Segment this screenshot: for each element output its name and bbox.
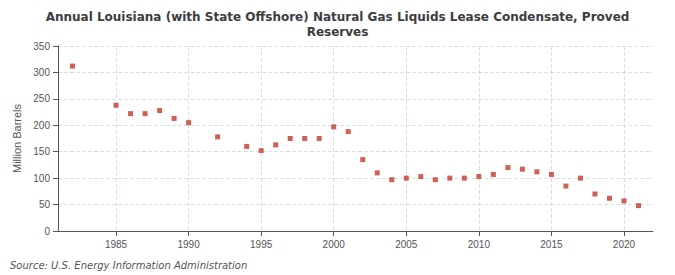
svg-text:2005: 2005 <box>395 239 418 250</box>
svg-text:Reserves: Reserves <box>307 25 369 39</box>
svg-text:100: 100 <box>33 173 50 184</box>
svg-text:1990: 1990 <box>177 239 200 250</box>
svg-text:200: 200 <box>33 120 50 131</box>
svg-text:2015: 2015 <box>540 239 563 250</box>
svg-text:0: 0 <box>44 226 50 237</box>
svg-text:150: 150 <box>33 146 50 157</box>
svg-text:350: 350 <box>33 41 50 52</box>
svg-text:1985: 1985 <box>105 239 128 250</box>
svg-text:Annual Louisiana (with State O: Annual Louisiana (with State Offshore) N… <box>46 10 630 24</box>
svg-text:Source: U.S. Energy Informatio: Source: U.S. Energy Information Administ… <box>10 260 247 271</box>
svg-text:2000: 2000 <box>323 239 346 250</box>
svg-text:50: 50 <box>39 199 51 210</box>
svg-text:2010: 2010 <box>468 239 491 250</box>
svg-text:300: 300 <box>33 67 50 78</box>
svg-text:250: 250 <box>33 93 50 104</box>
svg-text:1995: 1995 <box>250 239 273 250</box>
svg-text:Million Barrels: Million Barrels <box>11 103 23 173</box>
svg-text:2020: 2020 <box>613 239 636 250</box>
